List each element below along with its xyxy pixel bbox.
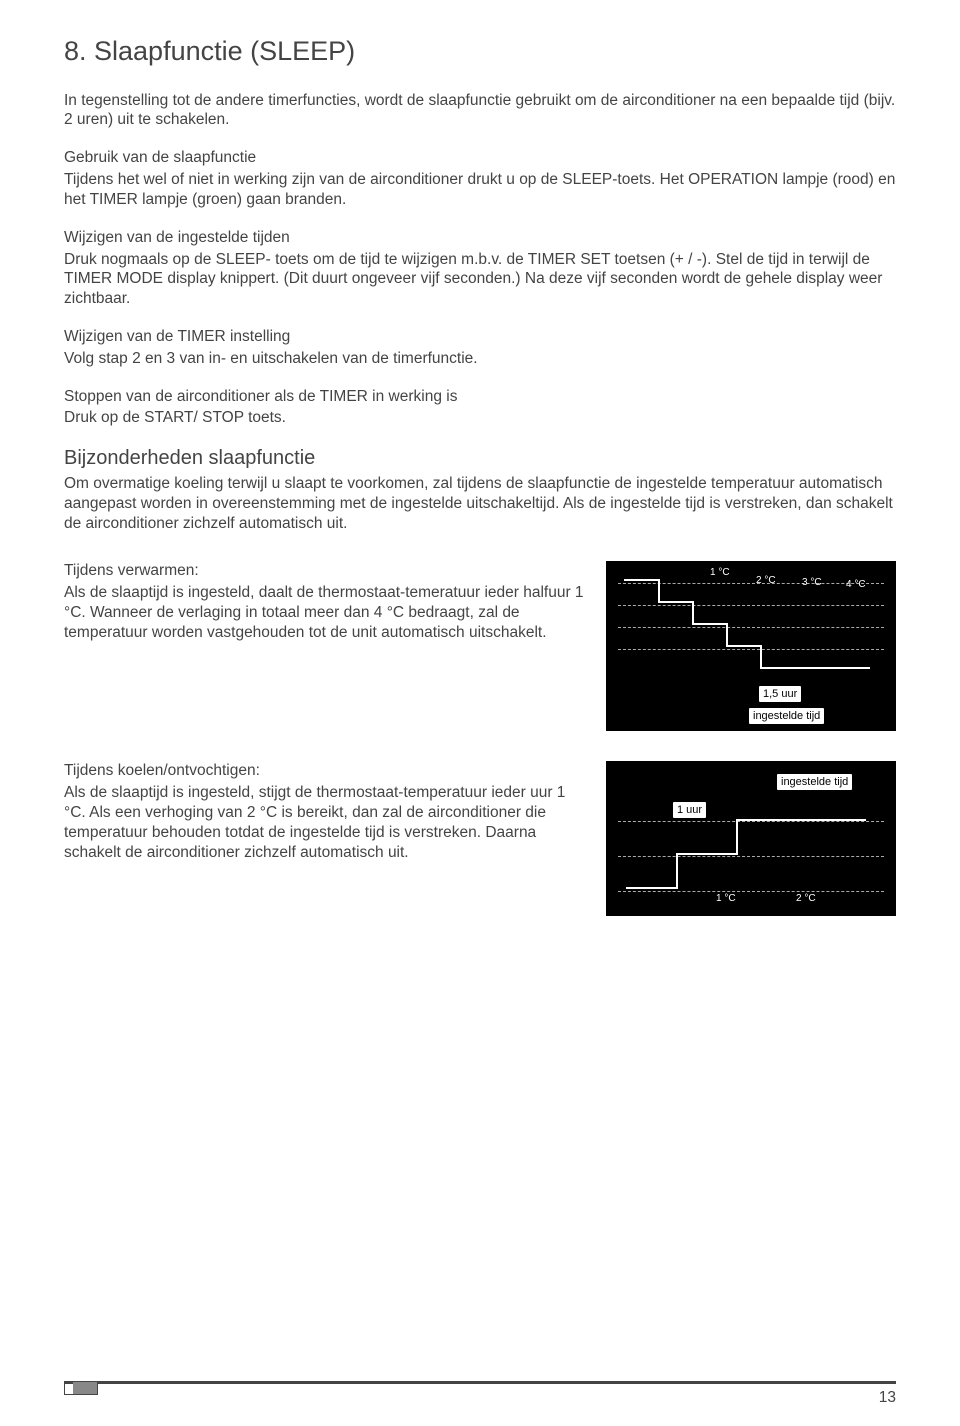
cool-temp-2: 2 °C: [796, 893, 816, 906]
page-footer: 13: [64, 1381, 896, 1408]
sub-wijzigen-tijden-body: Druk nogmaals op de SLEEP- toets om de t…: [64, 250, 896, 309]
warm-badge-time: 1,5 uur: [758, 685, 802, 703]
cool-head: Tijdens koelen/ontvochtigen:: [64, 761, 586, 781]
sub-wijzigen-timer-head: Wijzigen van de TIMER instelling: [64, 327, 896, 347]
sub-gebruik-head: Gebruik van de slaapfunctie: [64, 148, 896, 168]
row-koelen: Tijdens koelen/ontvochtigen: Als de slaa…: [64, 761, 896, 916]
warm-body: Als de slaaptijd is ingesteld, daalt de …: [64, 583, 586, 642]
cool-body: Als de slaaptijd is ingesteld, stijgt de…: [64, 783, 586, 862]
cool-badge-set: ingestelde tijd: [776, 773, 853, 791]
sub-stoppen-body: Druk op de START/ STOP toets.: [64, 408, 896, 428]
warm-temp-3: 3 °C: [802, 577, 822, 590]
section-title: 8. Slaapfunctie (SLEEP): [64, 34, 896, 69]
sub-gebruik-body: Tijdens het wel of niet in werking zijn …: [64, 170, 896, 210]
warm-temp-2: 2 °C: [756, 575, 776, 588]
diagram-verwarmen: 1 °C 2 °C 3 °C 4 °C 1,5 uur ingestelde t…: [606, 561, 896, 731]
intro-paragraph: In tegenstelling tot de andere timerfunc…: [64, 91, 896, 131]
footer-color-mark-icon: [64, 1381, 98, 1395]
sub-stoppen-head: Stoppen van de airconditioner als de TIM…: [64, 387, 896, 407]
sub-wijzigen-timer-body: Volg stap 2 en 3 van in- en uitschakelen…: [64, 349, 896, 369]
warm-temp-1: 1 °C: [710, 567, 730, 580]
diagram-koelen: 1 °C 2 °C ingestelde tijd 1 uur: [606, 761, 896, 916]
warm-temp-4: 4 °C: [846, 579, 866, 592]
cool-badge-time: 1 uur: [672, 801, 707, 819]
warm-badge-set: ingestelde tijd: [748, 707, 825, 725]
page-number: 13: [879, 1389, 896, 1406]
warm-head: Tijdens verwarmen:: [64, 561, 586, 581]
sub-bijzonderheden-body: Om overmatige koeling terwijl u slaapt t…: [64, 474, 896, 533]
sub-wijzigen-tijden-head: Wijzigen van de ingestelde tijden: [64, 228, 896, 248]
cool-temp-1: 1 °C: [716, 893, 736, 906]
row-verwarmen: Tijdens verwarmen: Als de slaaptijd is i…: [64, 561, 896, 731]
sub-bijzonderheden-head: Bijzonderheden slaapfunctie: [64, 446, 896, 472]
